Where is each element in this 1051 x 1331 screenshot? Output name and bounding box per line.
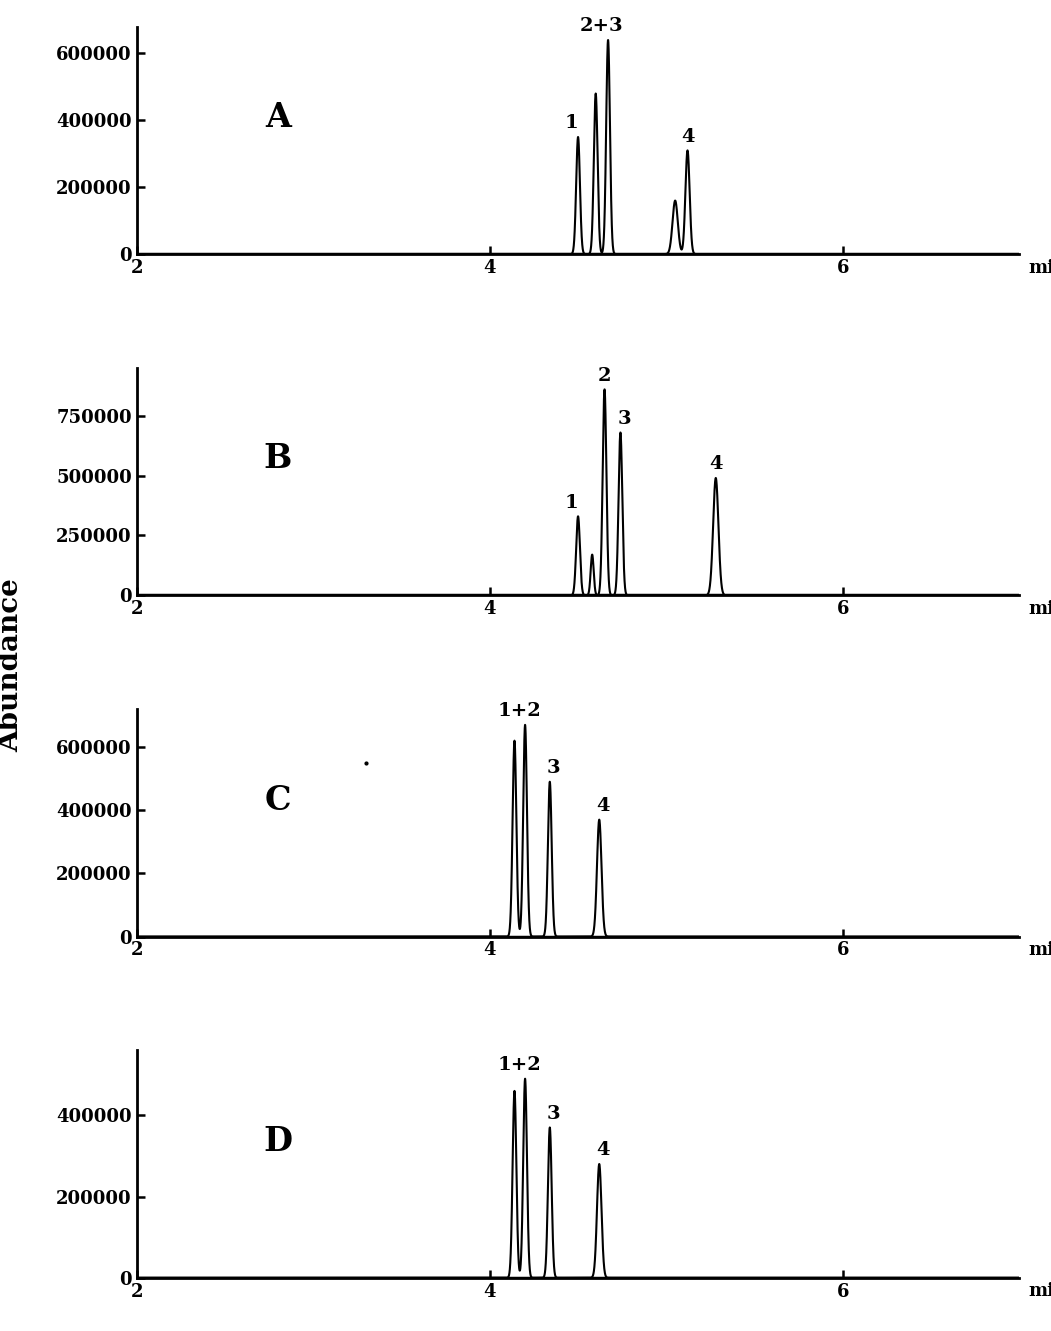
Text: Abundance: Abundance: [0, 579, 24, 752]
Text: min: min: [1028, 600, 1051, 618]
Text: 3: 3: [547, 1105, 560, 1123]
Text: 4: 4: [681, 128, 695, 146]
Text: 1: 1: [564, 494, 578, 511]
Text: min: min: [1028, 258, 1051, 277]
Text: 1+2: 1+2: [498, 1057, 541, 1074]
Text: 4: 4: [709, 455, 722, 474]
Text: 4: 4: [596, 1142, 610, 1159]
Text: 4: 4: [596, 797, 610, 815]
Text: A: A: [265, 101, 291, 134]
Text: 2+3: 2+3: [579, 17, 623, 36]
Text: D: D: [264, 1125, 292, 1158]
Text: 3: 3: [547, 759, 560, 777]
Text: 1+2: 1+2: [498, 703, 541, 720]
Text: min: min: [1028, 941, 1051, 960]
Text: B: B: [264, 442, 292, 475]
Text: C: C: [265, 784, 291, 816]
Text: 2: 2: [598, 367, 612, 385]
Text: 1: 1: [564, 114, 578, 133]
Text: 3: 3: [617, 410, 631, 429]
Text: min: min: [1028, 1282, 1051, 1300]
